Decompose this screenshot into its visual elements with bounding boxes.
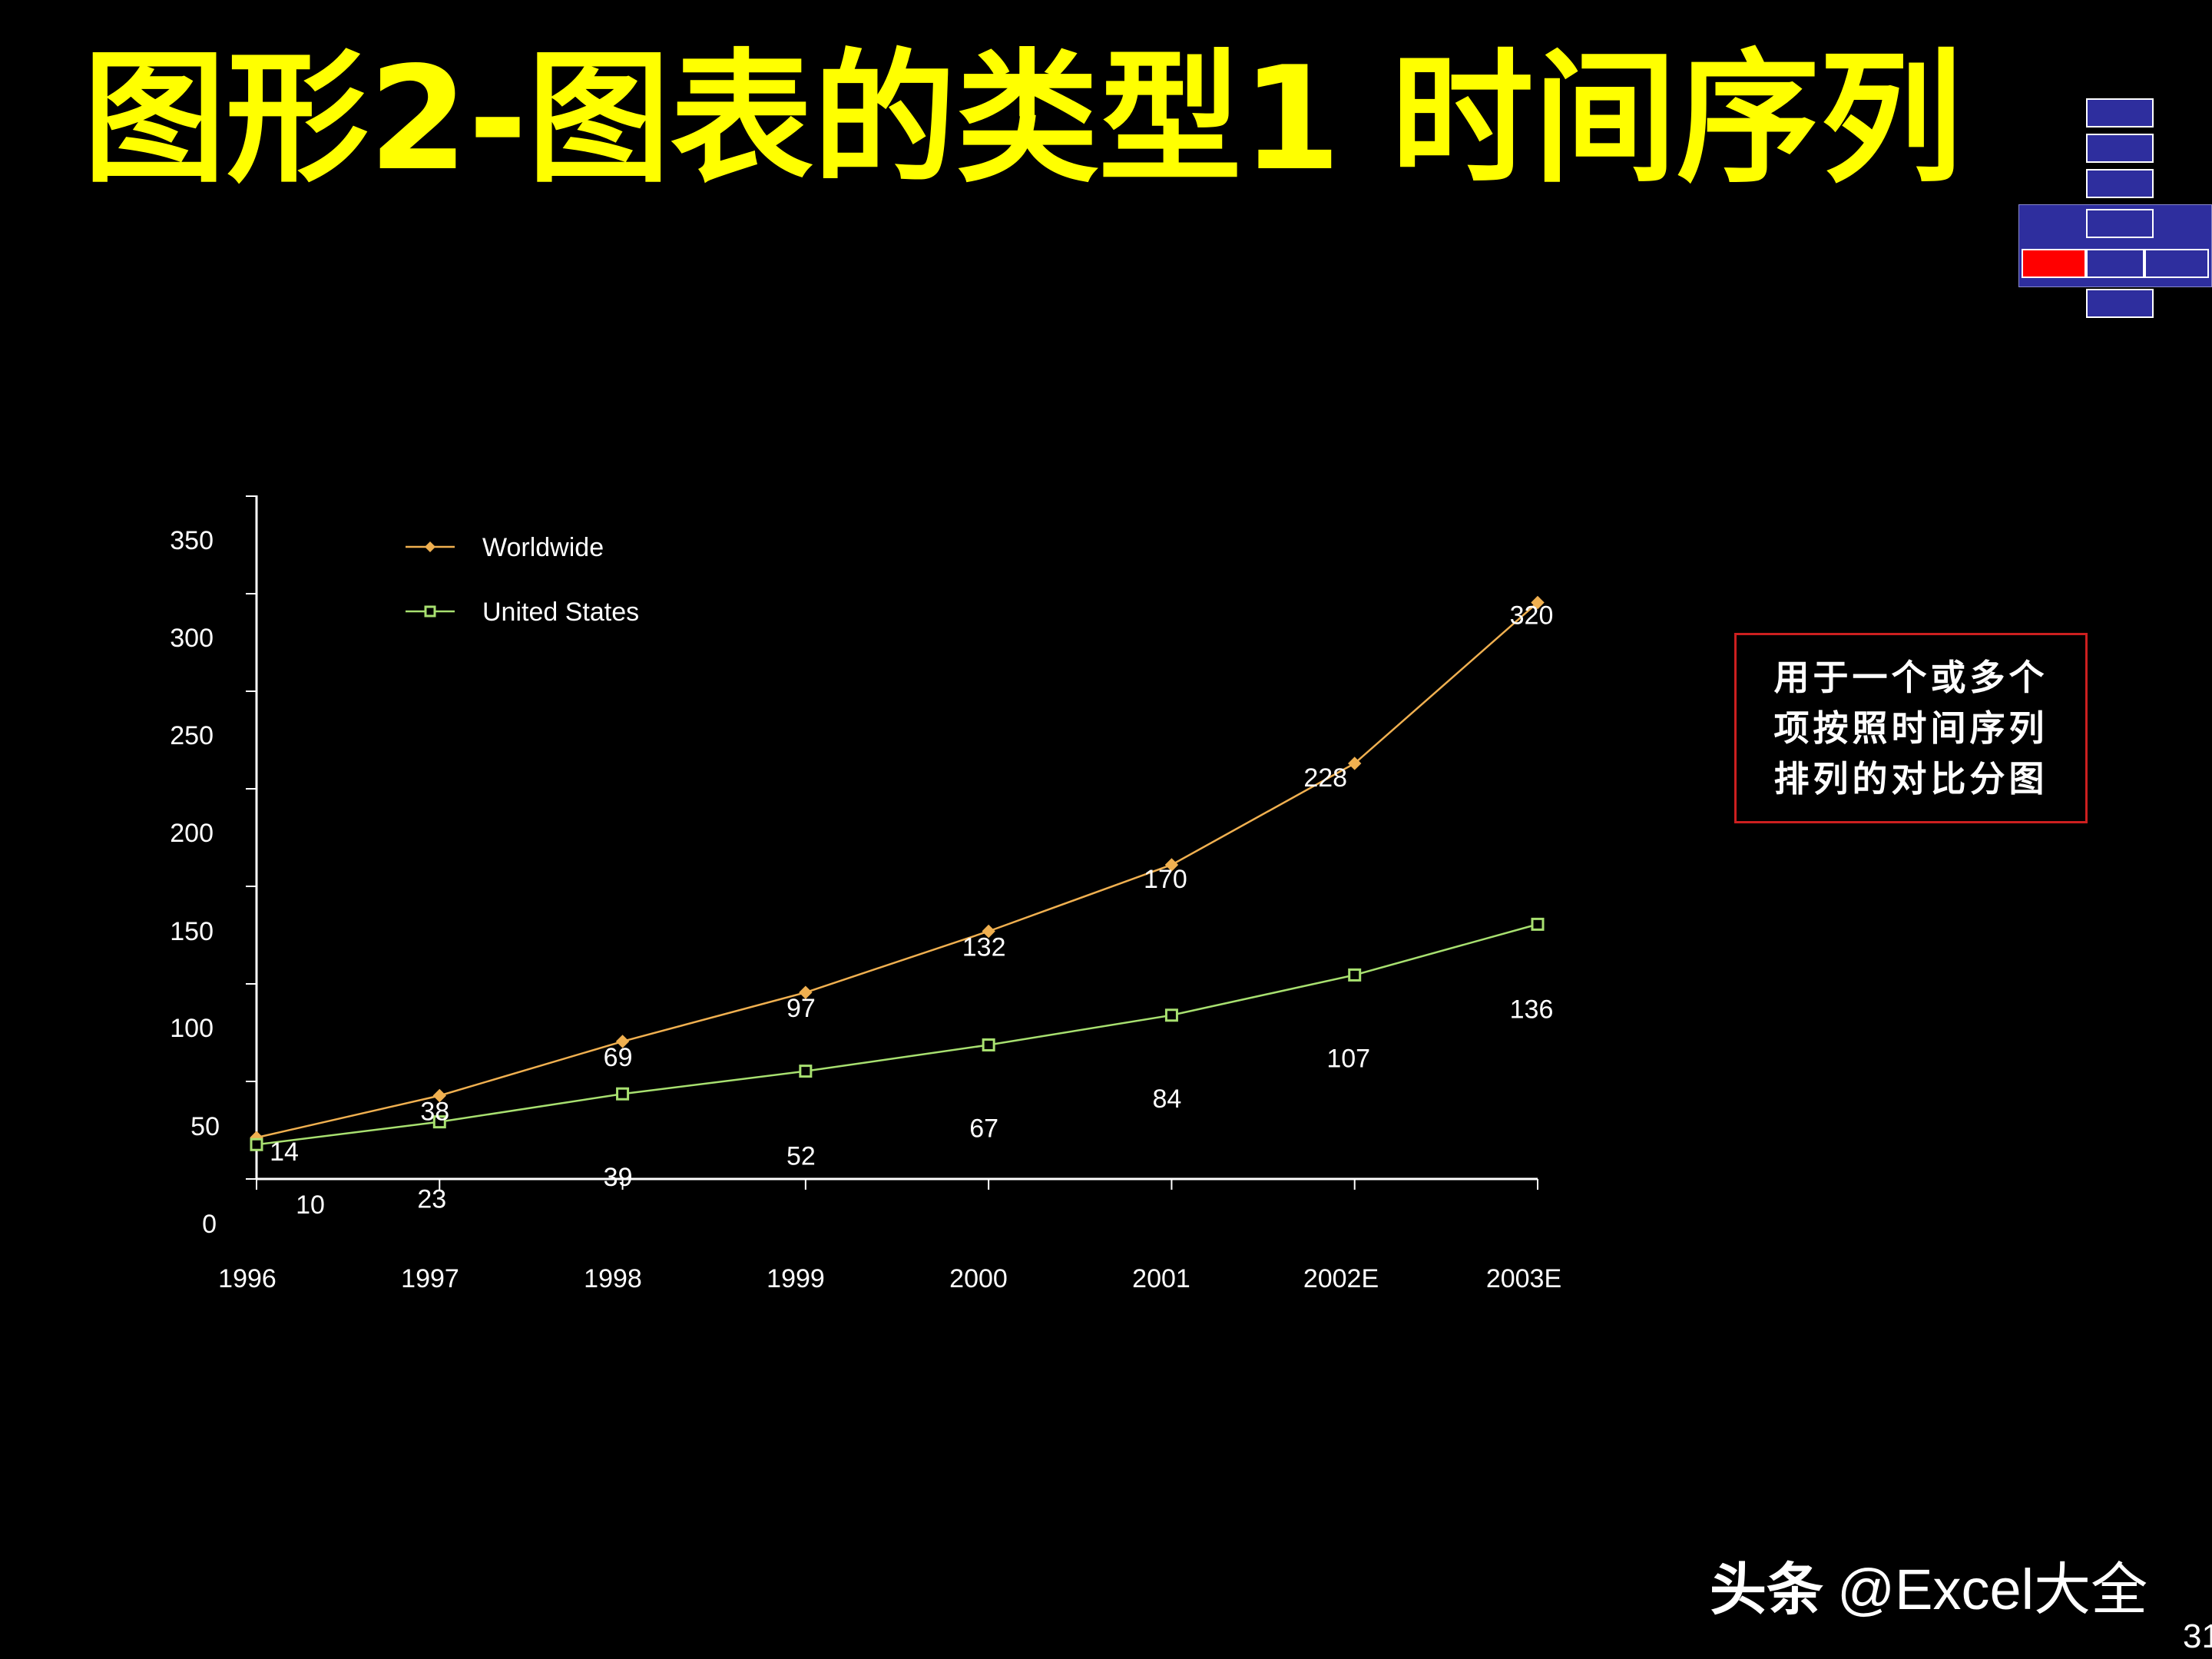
data-label: 170 [1144, 865, 1187, 894]
y-tick-label: 350 [170, 526, 214, 555]
x-tick-label: 2000 [949, 1264, 1008, 1293]
marker-square [1348, 968, 1362, 982]
watermark-handle: @Excel大全 [1837, 1558, 2148, 1621]
legend-marker-diamond [425, 541, 435, 552]
data-label: 107 [1326, 1044, 1370, 1073]
slide-title: 图形2-图表的类型1 时间序列 [83, 35, 1962, 202]
marker-square [799, 1065, 813, 1078]
data-label: 67 [969, 1114, 998, 1143]
marker-diamond [615, 1035, 630, 1048]
note-box: 用于一个或多个项按照时间序列排列的对比分图 [1734, 633, 2088, 823]
x-tick-label: 1998 [584, 1264, 642, 1293]
nav-box-7[interactable] [2086, 289, 2154, 318]
data-label: 38 [420, 1097, 449, 1126]
nav-box-6[interactable] [2144, 249, 2209, 278]
nav-box-2[interactable] [2086, 134, 2154, 163]
data-label: 132 [962, 932, 1006, 962]
page-number: 31 [2183, 1618, 2212, 1655]
y-tick-label: 150 [170, 917, 214, 946]
series-line-united-states [256, 923, 1538, 1146]
nav-box-1[interactable] [2086, 98, 2154, 127]
data-label: 228 [1303, 763, 1347, 793]
x-tick-label: 1996 [218, 1264, 276, 1293]
legend-marker-square [424, 605, 436, 618]
data-label: 52 [786, 1142, 816, 1171]
note-text: 用于一个或多个项按照时间序列排列的对比分图 [1773, 657, 2048, 800]
chart-markers [250, 595, 1545, 1151]
chart-data-labels: 14 38 69 97 132 170 228 320 10 23 39 52 67 84 107 136 [270, 601, 1553, 1220]
chart-axes: 0 50 100 150 200 250 300 350 1996 1997 1998 1999 200… [170, 495, 1561, 1293]
data-label: 39 [604, 1163, 633, 1192]
x-tick-label: 1999 [767, 1264, 825, 1293]
marker-square [1164, 1008, 1178, 1022]
series-line-worldwide [256, 601, 1538, 1139]
marker-square [250, 1137, 263, 1151]
x-tick-label: 1997 [401, 1264, 459, 1293]
marker-diamond [1531, 595, 1545, 610]
marker-square [432, 1115, 446, 1129]
y-tick-label: 300 [170, 624, 214, 653]
data-label: 23 [417, 1185, 446, 1214]
data-label: 97 [786, 994, 816, 1023]
y-tick-label: 50 [190, 1112, 220, 1141]
x-tick-label: 2001 [1132, 1264, 1190, 1293]
y-tick-label: 100 [170, 1014, 214, 1043]
y-tick-label: 0 [202, 1210, 217, 1239]
marker-square [982, 1038, 995, 1051]
watermark-brand: 头条 [1710, 1558, 1823, 1621]
nav-box-3[interactable] [2086, 169, 2154, 198]
data-label: 84 [1153, 1084, 1182, 1114]
marker-square [616, 1087, 630, 1101]
watermark: 头条 @Excel大全 [1710, 1544, 2147, 1626]
data-label: 69 [604, 1043, 633, 1072]
chart-lines [256, 601, 1538, 1146]
legend-label: United States [482, 598, 639, 627]
navigation-diagram[interactable] [2015, 98, 2212, 321]
data-label: 136 [1510, 995, 1554, 1024]
data-label: 320 [1510, 601, 1554, 630]
data-label: 14 [270, 1137, 299, 1167]
data-label: 10 [296, 1190, 325, 1220]
x-tick-label: 2002E [1303, 1264, 1379, 1293]
marker-diamond [1164, 858, 1179, 872]
y-tick-label: 250 [170, 721, 214, 750]
marker-square [1531, 917, 1545, 931]
marker-diamond [982, 924, 995, 939]
marker-diamond [1348, 757, 1362, 770]
nav-box-active[interactable] [2022, 249, 2086, 278]
x-tick-label: 2003E [1486, 1264, 1561, 1293]
marker-diamond [432, 1088, 446, 1103]
chart-legend: Worldwide United States [406, 533, 639, 627]
legend-label: Worldwide [482, 533, 604, 562]
marker-diamond [799, 985, 813, 999]
nav-box-5[interactable] [2086, 249, 2144, 278]
nav-box-4[interactable] [2086, 209, 2154, 238]
y-tick-label: 200 [170, 819, 214, 848]
